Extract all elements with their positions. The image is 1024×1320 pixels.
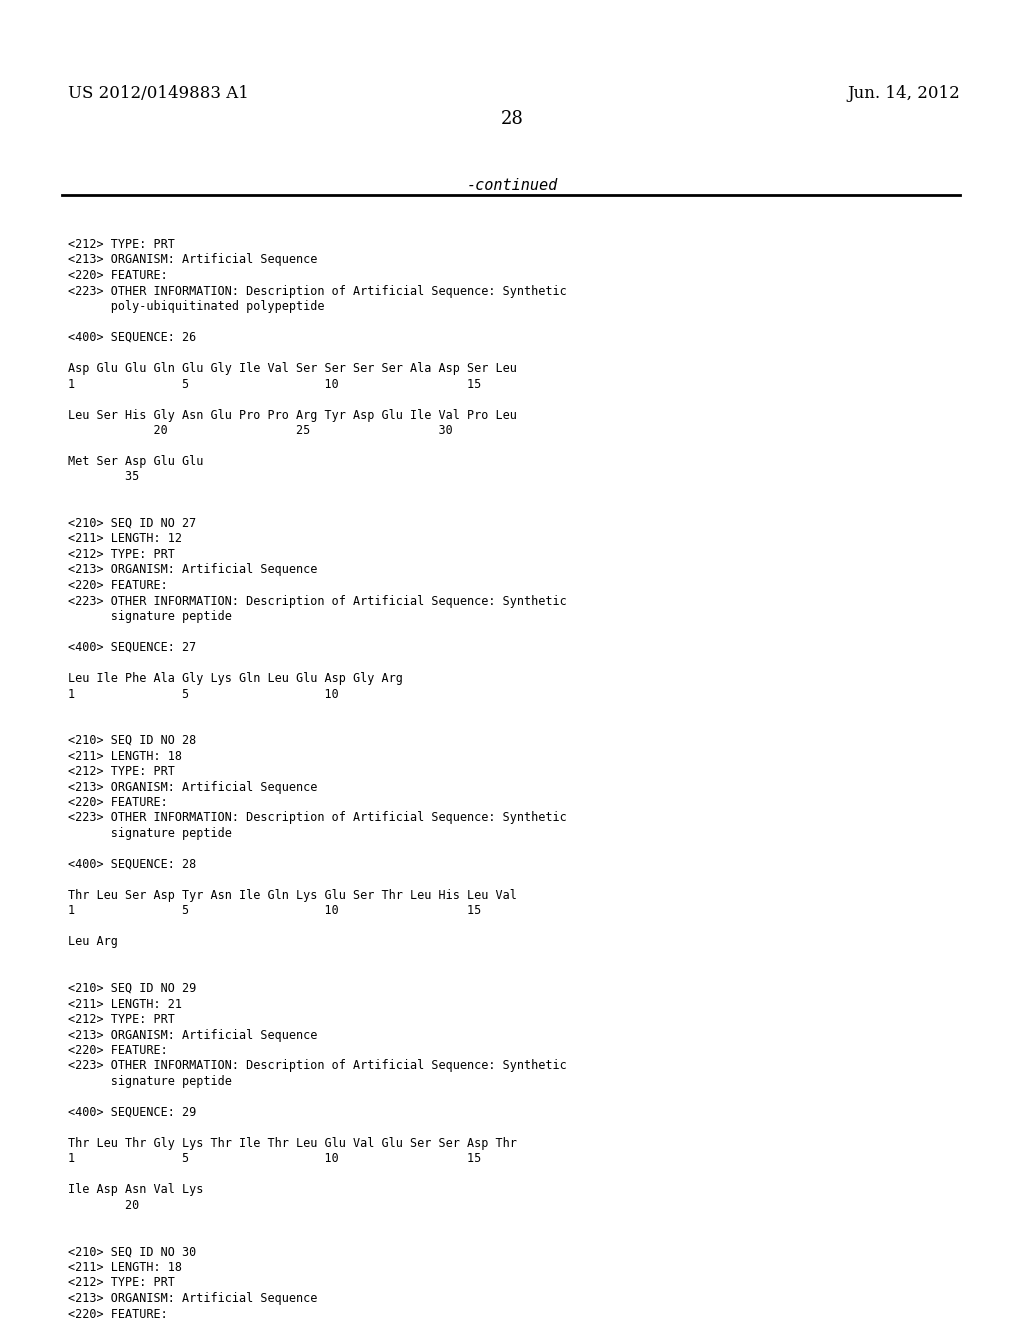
Text: 1               5                   10                  15: 1 5 10 15 xyxy=(68,1152,481,1166)
Text: <213> ORGANISM: Artificial Sequence: <213> ORGANISM: Artificial Sequence xyxy=(68,1292,317,1305)
Text: <223> OTHER INFORMATION: Description of Artificial Sequence: Synthetic: <223> OTHER INFORMATION: Description of … xyxy=(68,285,566,297)
Text: <223> OTHER INFORMATION: Description of Artificial Sequence: Synthetic: <223> OTHER INFORMATION: Description of … xyxy=(68,812,566,825)
Text: Jun. 14, 2012: Jun. 14, 2012 xyxy=(847,84,961,102)
Text: <400> SEQUENCE: 27: <400> SEQUENCE: 27 xyxy=(68,642,197,653)
Text: <213> ORGANISM: Artificial Sequence: <213> ORGANISM: Artificial Sequence xyxy=(68,1028,317,1041)
Text: Thr Leu Ser Asp Tyr Asn Ile Gln Lys Glu Ser Thr Leu His Leu Val: Thr Leu Ser Asp Tyr Asn Ile Gln Lys Glu … xyxy=(68,888,517,902)
Text: <211> LENGTH: 21: <211> LENGTH: 21 xyxy=(68,998,182,1011)
Text: 1               5                   10                  15: 1 5 10 15 xyxy=(68,378,481,391)
Text: Ile Asp Asn Val Lys: Ile Asp Asn Val Lys xyxy=(68,1184,204,1196)
Text: <212> TYPE: PRT: <212> TYPE: PRT xyxy=(68,766,175,777)
Text: <400> SEQUENCE: 28: <400> SEQUENCE: 28 xyxy=(68,858,197,871)
Text: <212> TYPE: PRT: <212> TYPE: PRT xyxy=(68,1012,175,1026)
Text: <210> SEQ ID NO 27: <210> SEQ ID NO 27 xyxy=(68,517,197,531)
Text: 20: 20 xyxy=(68,1199,139,1212)
Text: <213> ORGANISM: Artificial Sequence: <213> ORGANISM: Artificial Sequence xyxy=(68,564,317,577)
Text: <210> SEQ ID NO 28: <210> SEQ ID NO 28 xyxy=(68,734,197,747)
Text: 28: 28 xyxy=(501,110,523,128)
Text: <220> FEATURE:: <220> FEATURE: xyxy=(68,1044,168,1057)
Text: Thr Leu Thr Gly Lys Thr Ile Thr Leu Glu Val Glu Ser Ser Asp Thr: Thr Leu Thr Gly Lys Thr Ile Thr Leu Glu … xyxy=(68,1137,517,1150)
Text: <213> ORGANISM: Artificial Sequence: <213> ORGANISM: Artificial Sequence xyxy=(68,253,317,267)
Text: <212> TYPE: PRT: <212> TYPE: PRT xyxy=(68,238,175,251)
Text: <211> LENGTH: 18: <211> LENGTH: 18 xyxy=(68,1261,182,1274)
Text: Leu Ile Phe Ala Gly Lys Gln Leu Glu Asp Gly Arg: Leu Ile Phe Ala Gly Lys Gln Leu Glu Asp … xyxy=(68,672,402,685)
Text: 20                  25                  30: 20 25 30 xyxy=(68,424,453,437)
Text: <400> SEQUENCE: 29: <400> SEQUENCE: 29 xyxy=(68,1106,197,1119)
Text: signature peptide: signature peptide xyxy=(68,828,231,840)
Text: Leu Ser His Gly Asn Glu Pro Pro Arg Tyr Asp Glu Ile Val Pro Leu: Leu Ser His Gly Asn Glu Pro Pro Arg Tyr … xyxy=(68,408,517,421)
Text: <220> FEATURE:: <220> FEATURE: xyxy=(68,1308,168,1320)
Text: signature peptide: signature peptide xyxy=(68,1074,231,1088)
Text: poly-ubiquitinated polypeptide: poly-ubiquitinated polypeptide xyxy=(68,300,325,313)
Text: <212> TYPE: PRT: <212> TYPE: PRT xyxy=(68,1276,175,1290)
Text: <213> ORGANISM: Artificial Sequence: <213> ORGANISM: Artificial Sequence xyxy=(68,780,317,793)
Text: Asp Glu Glu Gln Glu Gly Ile Val Ser Ser Ser Ser Ala Asp Ser Leu: Asp Glu Glu Gln Glu Gly Ile Val Ser Ser … xyxy=(68,362,517,375)
Text: <220> FEATURE:: <220> FEATURE: xyxy=(68,796,168,809)
Text: 35: 35 xyxy=(68,470,139,483)
Text: <223> OTHER INFORMATION: Description of Artificial Sequence: Synthetic: <223> OTHER INFORMATION: Description of … xyxy=(68,1060,566,1072)
Text: -continued: -continued xyxy=(466,178,558,193)
Text: <220> FEATURE:: <220> FEATURE: xyxy=(68,579,168,591)
Text: <400> SEQUENCE: 26: <400> SEQUENCE: 26 xyxy=(68,331,197,345)
Text: <211> LENGTH: 18: <211> LENGTH: 18 xyxy=(68,750,182,763)
Text: 1               5                   10                  15: 1 5 10 15 xyxy=(68,904,481,917)
Text: Leu Arg: Leu Arg xyxy=(68,936,118,949)
Text: <220> FEATURE:: <220> FEATURE: xyxy=(68,269,168,282)
Text: Met Ser Asp Glu Glu: Met Ser Asp Glu Glu xyxy=(68,455,204,469)
Text: 1               5                   10: 1 5 10 xyxy=(68,688,339,701)
Text: <223> OTHER INFORMATION: Description of Artificial Sequence: Synthetic: <223> OTHER INFORMATION: Description of … xyxy=(68,594,566,607)
Text: <210> SEQ ID NO 30: <210> SEQ ID NO 30 xyxy=(68,1246,197,1258)
Text: <212> TYPE: PRT: <212> TYPE: PRT xyxy=(68,548,175,561)
Text: signature peptide: signature peptide xyxy=(68,610,231,623)
Text: <210> SEQ ID NO 29: <210> SEQ ID NO 29 xyxy=(68,982,197,995)
Text: <211> LENGTH: 12: <211> LENGTH: 12 xyxy=(68,532,182,545)
Text: US 2012/0149883 A1: US 2012/0149883 A1 xyxy=(68,84,249,102)
